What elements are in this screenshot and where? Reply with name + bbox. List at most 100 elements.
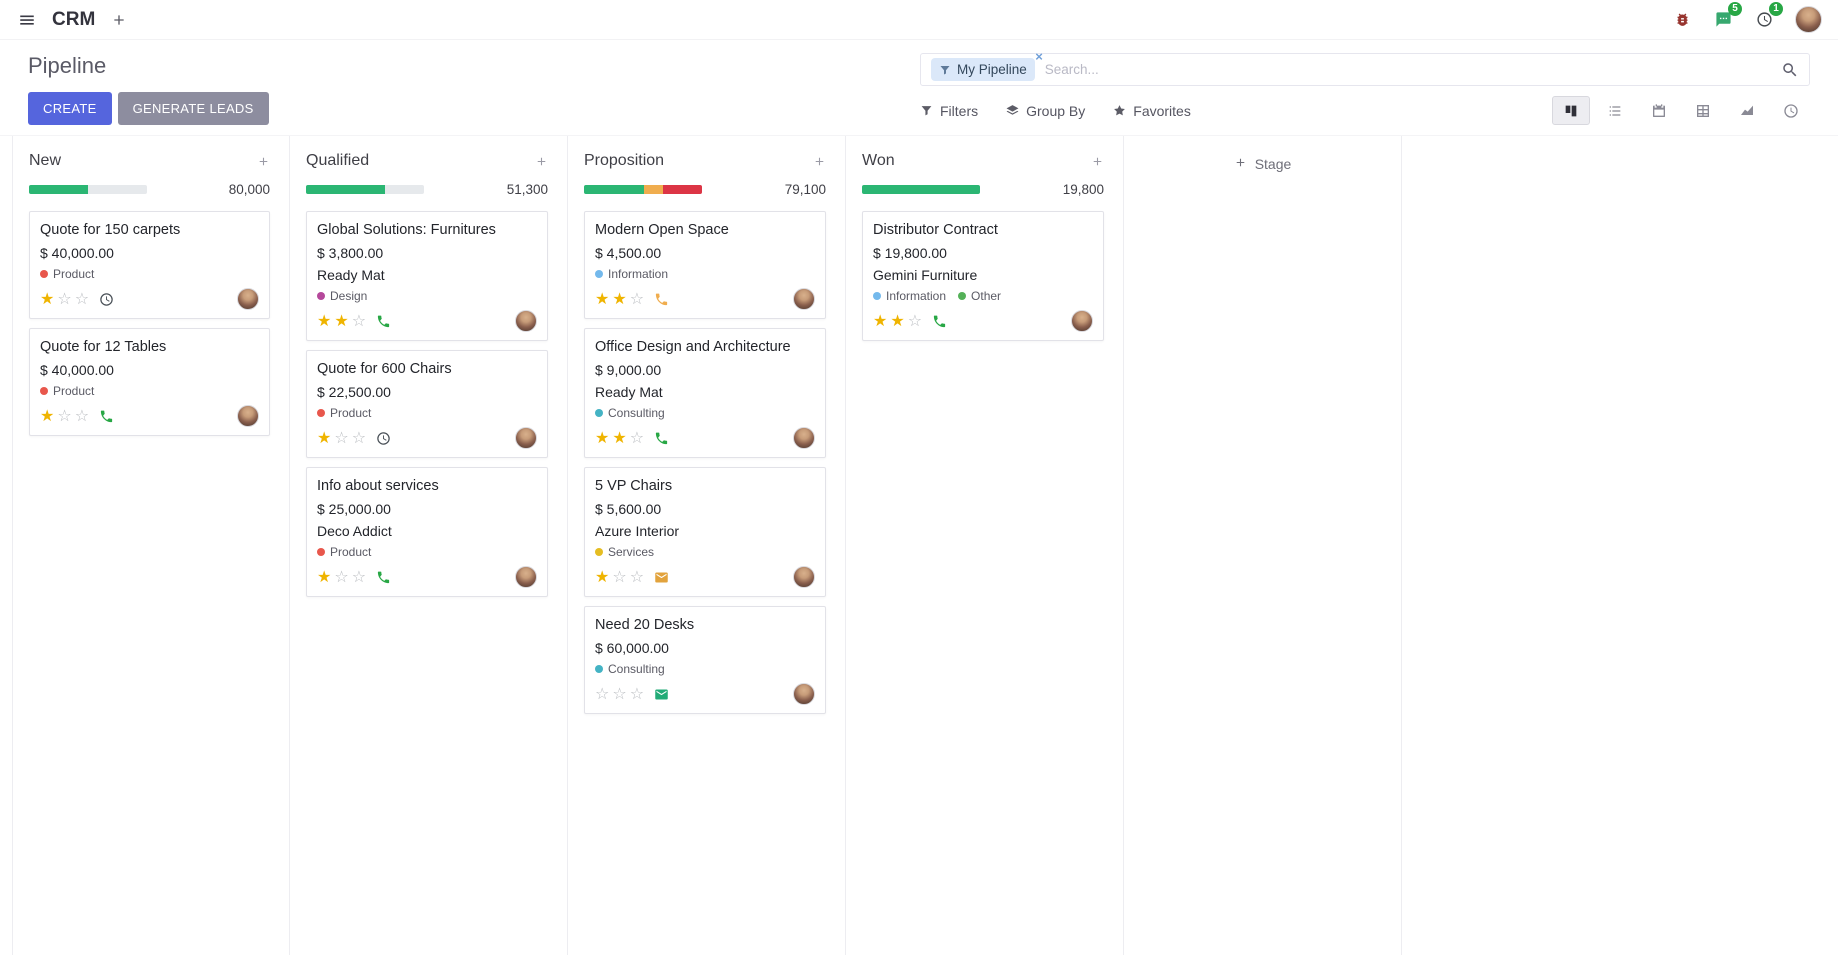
apps-menu-icon[interactable] bbox=[16, 9, 38, 31]
stage-quick-add-button[interactable] bbox=[813, 155, 826, 168]
navbar-plus-icon[interactable] bbox=[109, 10, 129, 30]
stage-progressbar[interactable] bbox=[29, 185, 147, 194]
priority-star-icon[interactable]: ☆ bbox=[612, 567, 627, 586]
view-calendar-icon[interactable] bbox=[1640, 96, 1678, 125]
priority-star-icon[interactable]: ★ bbox=[595, 289, 610, 308]
card-tag: Product bbox=[317, 406, 371, 420]
stage-quick-add-button[interactable] bbox=[257, 155, 270, 168]
add-stage-button[interactable]: Stage bbox=[1124, 136, 1402, 955]
stage-quick-add-button[interactable] bbox=[535, 155, 548, 168]
priority-star-icon[interactable]: ★ bbox=[334, 311, 349, 330]
view-kanban-icon[interactable] bbox=[1552, 96, 1590, 125]
activities-clock-icon[interactable]: 1 bbox=[1754, 2, 1783, 30]
kanban-card[interactable]: Distributor Contract $ 19,800.00 Gemini … bbox=[862, 211, 1104, 341]
view-graph-icon[interactable] bbox=[1728, 96, 1766, 125]
phone-activity-icon[interactable] bbox=[99, 409, 114, 424]
card-title: Distributor Contract bbox=[873, 222, 998, 238]
priority-star-icon[interactable]: ☆ bbox=[595, 684, 610, 703]
priority-star-icon[interactable]: ☆ bbox=[629, 567, 645, 586]
kanban-card[interactable]: 5 VP Chairs $ 5,600.00 Azure Interior Se… bbox=[584, 467, 826, 597]
stage-progressbar[interactable] bbox=[306, 185, 424, 194]
progress-segment[interactable] bbox=[862, 185, 980, 194]
stage-name: Qualified bbox=[306, 152, 370, 169]
priority-star-icon[interactable]: ☆ bbox=[57, 406, 72, 425]
favorites-menu-button[interactable]: Favorites bbox=[1113, 103, 1191, 119]
kanban-card[interactable]: Quote for 12 Tables $ 40,000.00 Product … bbox=[29, 328, 270, 436]
priority-star-icon[interactable]: ★ bbox=[612, 289, 627, 308]
priority-star-icon[interactable]: ☆ bbox=[57, 289, 72, 308]
priority-star-icon[interactable]: ★ bbox=[40, 406, 55, 425]
envelope-activity-icon[interactable] bbox=[654, 687, 669, 702]
view-list-icon[interactable] bbox=[1596, 96, 1634, 125]
view-activity-icon[interactable] bbox=[1772, 96, 1810, 125]
tag-color-dot bbox=[317, 548, 325, 556]
create-button[interactable]: CREATE bbox=[28, 92, 112, 125]
card-avatar bbox=[515, 427, 537, 449]
kanban-card[interactable]: Office Design and Architecture $ 9,000.0… bbox=[584, 328, 826, 458]
progress-segment[interactable] bbox=[644, 185, 664, 194]
debug-bug-icon[interactable] bbox=[1672, 9, 1693, 30]
phone-activity-icon[interactable] bbox=[932, 314, 947, 329]
priority-star-icon[interactable]: ★ bbox=[595, 428, 610, 447]
priority-star-icon[interactable]: ☆ bbox=[629, 289, 645, 308]
group-by-menu-button[interactable]: Group By bbox=[1006, 103, 1085, 119]
clock-activity-icon[interactable] bbox=[99, 292, 114, 307]
app-name[interactable]: CRM bbox=[52, 8, 96, 30]
search-input[interactable] bbox=[1044, 62, 1771, 77]
priority-star-icon[interactable]: ☆ bbox=[351, 567, 367, 586]
priority-star-icon[interactable]: ☆ bbox=[612, 684, 627, 703]
priority-star-icon[interactable]: ☆ bbox=[351, 428, 367, 447]
priority-star-icon[interactable]: ☆ bbox=[629, 684, 645, 703]
card-stars: ★ ☆ ☆ bbox=[317, 569, 366, 585]
progress-segment[interactable] bbox=[306, 185, 386, 194]
priority-star-icon[interactable]: ☆ bbox=[74, 289, 90, 308]
filters-menu-button[interactable]: Filters bbox=[920, 103, 978, 119]
priority-star-icon[interactable]: ★ bbox=[612, 428, 627, 447]
phone-activity-icon[interactable] bbox=[376, 314, 391, 329]
progress-segment[interactable] bbox=[29, 185, 88, 194]
phone-activity-icon[interactable] bbox=[654, 292, 669, 307]
phone-activity-icon[interactable] bbox=[376, 570, 391, 585]
kanban-card[interactable]: Global Solutions: Furnitures $ 3,800.00 … bbox=[306, 211, 548, 341]
search-bar[interactable]: My Pipeline × bbox=[920, 49, 1810, 86]
kanban-card[interactable]: Quote for 150 carpets $ 40,000.00 Produc… bbox=[29, 211, 270, 319]
priority-star-icon[interactable]: ★ bbox=[317, 428, 332, 447]
priority-star-icon[interactable]: ★ bbox=[317, 567, 332, 586]
priority-star-icon[interactable]: ☆ bbox=[351, 311, 367, 330]
priority-star-icon[interactable]: ☆ bbox=[334, 567, 349, 586]
priority-star-icon[interactable]: ★ bbox=[40, 289, 55, 308]
tag-color-dot bbox=[595, 665, 603, 673]
search-icon[interactable] bbox=[1781, 61, 1799, 79]
stage-progressbar[interactable] bbox=[862, 185, 980, 194]
priority-star-icon[interactable]: ★ bbox=[317, 311, 332, 330]
clock-activity-icon[interactable] bbox=[376, 431, 391, 446]
kanban-card[interactable]: Info about services $ 25,000.00 Deco Add… bbox=[306, 467, 548, 597]
stage-cards: Quote for 150 carpets $ 40,000.00 Produc… bbox=[29, 211, 270, 436]
facet-remove-icon[interactable]: × bbox=[1035, 49, 1043, 64]
priority-star-icon[interactable]: ☆ bbox=[629, 428, 645, 447]
progress-segment[interactable] bbox=[584, 185, 645, 194]
stage-progressbar[interactable] bbox=[584, 185, 702, 194]
kanban-card[interactable]: Need 20 Desks $ 60,000.00 Consulting ☆ ☆ ☆ bbox=[584, 606, 826, 714]
messages-icon[interactable]: 5 bbox=[1713, 2, 1742, 30]
priority-star-icon[interactable]: ★ bbox=[595, 567, 610, 586]
priority-star-icon[interactable]: ★ bbox=[873, 311, 888, 330]
kanban-card[interactable]: Quote for 600 Chairs $ 22,500.00 Product… bbox=[306, 350, 548, 458]
kanban-card[interactable]: Modern Open Space $ 4,500.00 Information… bbox=[584, 211, 826, 319]
card-tag: Product bbox=[40, 384, 94, 398]
card-avatar bbox=[793, 683, 815, 705]
user-avatar[interactable] bbox=[1795, 6, 1822, 33]
stage-cards: Global Solutions: Furnitures $ 3,800.00 … bbox=[306, 211, 548, 597]
priority-star-icon[interactable]: ☆ bbox=[74, 406, 90, 425]
priority-star-icon[interactable]: ★ bbox=[890, 311, 905, 330]
phone-activity-icon[interactable] bbox=[654, 431, 669, 446]
card-tags: Design bbox=[317, 289, 537, 303]
stage-quick-add-button[interactable] bbox=[1091, 155, 1104, 168]
priority-star-icon[interactable]: ☆ bbox=[334, 428, 349, 447]
priority-star-icon[interactable]: ☆ bbox=[907, 311, 923, 330]
progress-segment[interactable] bbox=[663, 185, 702, 194]
generate-leads-button[interactable]: GENERATE LEADS bbox=[117, 92, 269, 125]
view-pivot-icon[interactable] bbox=[1684, 96, 1722, 125]
plus-icon bbox=[1234, 156, 1247, 169]
envelope-activity-icon[interactable] bbox=[654, 570, 669, 585]
